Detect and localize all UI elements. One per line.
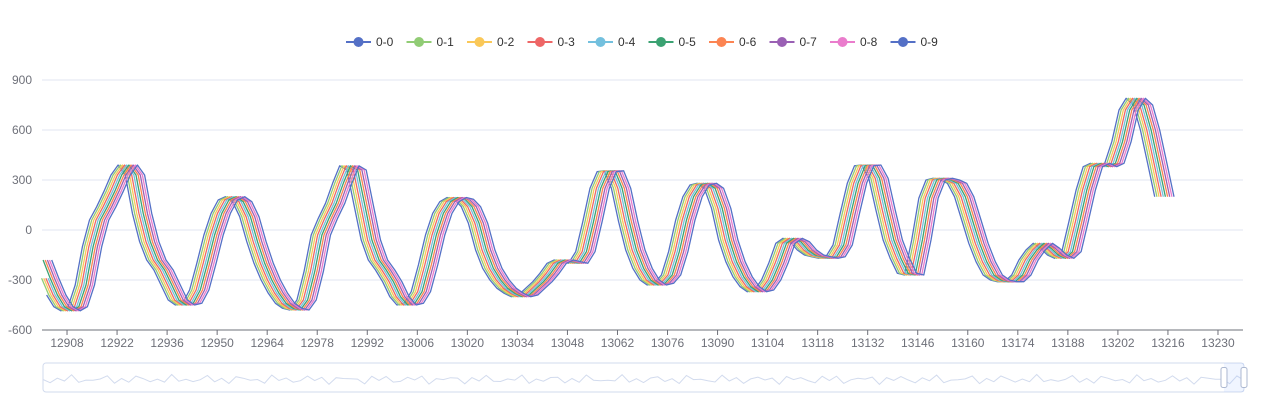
- legend-symbol: [474, 37, 485, 47]
- x-tick-label: 12936: [150, 336, 184, 350]
- zoom-track[interactable]: [42, 362, 1245, 393]
- x-tick-label: 13020: [451, 336, 485, 350]
- legend-item-0-3[interactable]: 0-3: [527, 35, 576, 49]
- series-line-0-9: [51, 97, 1175, 312]
- x-tick-label: 13160: [951, 336, 985, 350]
- x-tick-label: 12964: [251, 336, 285, 350]
- y-tick-label: 900: [12, 73, 32, 87]
- y-tick-label: -300: [8, 273, 32, 287]
- legend-item-0-5[interactable]: 0-5: [648, 35, 697, 49]
- zoom-overview-line: [42, 373, 1245, 386]
- y-tick-label: 300: [12, 173, 32, 187]
- legend-label: 0-1: [437, 35, 455, 49]
- legend-label: 0-2: [497, 35, 515, 49]
- x-tick-label: 12922: [100, 336, 134, 350]
- legend-symbol: [595, 37, 606, 47]
- legend-label: 0-9: [921, 35, 939, 49]
- x-tick-label: 13118: [801, 336, 834, 350]
- x-tick-label: 12992: [351, 336, 385, 350]
- x-tick-label: 13146: [901, 336, 935, 350]
- legend-symbol: [898, 37, 908, 47]
- x-tick-label: 12950: [200, 336, 234, 350]
- legend-item-0-4[interactable]: 0-4: [588, 35, 636, 49]
- x-tick-label: 13174: [1001, 336, 1035, 350]
- zoom-handle-left[interactable]: [1220, 367, 1228, 388]
- legend-symbol: [716, 37, 727, 47]
- series-line-0-8: [48, 97, 1173, 312]
- legend-label: 0-0: [376, 35, 394, 49]
- legend-symbol: [656, 37, 666, 47]
- x-axis: 12908 12922 12936 12950 12964 12978 12992 13006…: [42, 329, 1243, 350]
- series-line-0-4: [47, 97, 1164, 312]
- x-tick-label: 13132: [851, 336, 885, 350]
- series-lines: [41, 97, 1175, 312]
- data-zoom-slider[interactable]: [42, 362, 1248, 393]
- zoom-selection[interactable]: [1223, 363, 1244, 392]
- legend-item-0-0[interactable]: 0-0: [346, 35, 394, 49]
- x-tick-label: 13076: [651, 336, 685, 350]
- legend-symbol: [535, 37, 545, 47]
- series-line-0-6: [44, 97, 1169, 312]
- x-tick-label: 13104: [751, 336, 785, 350]
- legend-symbol: [837, 37, 848, 47]
- x-tick-label: 13230: [1201, 336, 1235, 350]
- x-tick-label: 13062: [601, 336, 635, 350]
- legend-item-0-9[interactable]: 0-9: [890, 35, 939, 49]
- y-tick-label: 600: [12, 123, 32, 137]
- legend-label: 0-7: [800, 35, 818, 49]
- legend: 0-0 0-1 0-2 0-3 0-4 0-5 0-6 0-7 0-8 0-9: [346, 35, 938, 49]
- zoom-handle-right[interactable]: [1240, 367, 1248, 388]
- legend-symbol: [777, 37, 787, 47]
- legend-item-0-2[interactable]: 0-2: [467, 35, 515, 49]
- y-tick-label: 0: [25, 223, 32, 237]
- series-line-0-2: [43, 97, 1160, 312]
- series-line-0-1: [41, 97, 1158, 312]
- series-line-0-3: [45, 97, 1162, 312]
- series-line-0-5: [42, 97, 1167, 312]
- x-tick-label: 12908: [50, 336, 84, 350]
- x-tick-label: 13202: [1101, 336, 1135, 350]
- legend-item-0-1[interactable]: 0-1: [406, 35, 455, 49]
- x-tick-label: 13216: [1151, 336, 1185, 350]
- legend-label: 0-4: [618, 35, 636, 49]
- legend-symbol: [353, 37, 364, 47]
- legend-label: 0-3: [558, 35, 576, 49]
- x-tick-label: 12978: [301, 336, 335, 350]
- legend-item-0-7[interactable]: 0-7: [769, 35, 818, 49]
- legend-item-0-6[interactable]: 0-6: [709, 35, 757, 49]
- x-tick-label: 13034: [501, 336, 535, 350]
- y-tick-label: -600: [8, 323, 32, 337]
- legend-symbol: [414, 37, 424, 47]
- legend-label: 0-5: [679, 35, 697, 49]
- x-tick-label: 13048: [551, 336, 585, 350]
- series-line-0-7: [46, 97, 1171, 312]
- x-tick-label: 13090: [701, 336, 735, 350]
- legend-label: 0-8: [860, 35, 878, 49]
- y-axis: -600 -300 0 300 600 900: [8, 73, 32, 337]
- x-tick-label: 13188: [1051, 336, 1085, 350]
- legend-item-0-8[interactable]: 0-8: [830, 35, 878, 49]
- legend-label: 0-6: [739, 35, 757, 49]
- x-tick-label: 13006: [401, 336, 435, 350]
